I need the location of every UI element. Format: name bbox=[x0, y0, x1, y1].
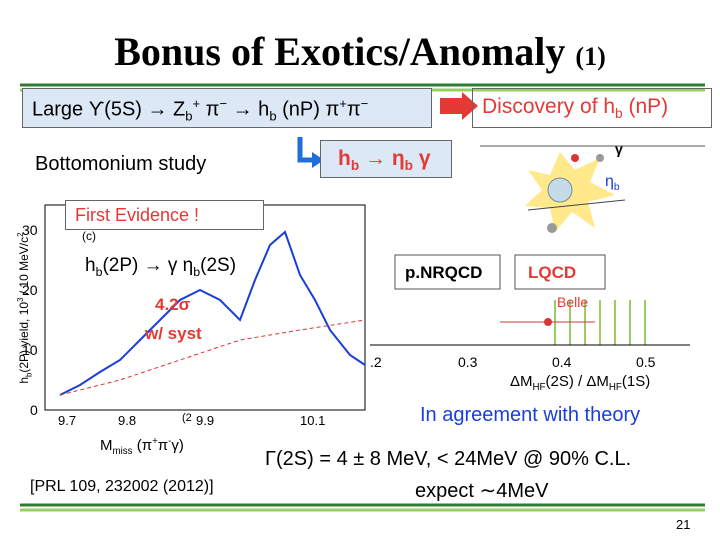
text-part: − bbox=[360, 96, 369, 111]
diagram-label: γ bbox=[615, 141, 623, 157]
x-tick-label: 9.7 bbox=[58, 413, 77, 428]
text-part: → h bbox=[227, 98, 270, 121]
label-box bbox=[394, 254, 501, 290]
text-part: b bbox=[615, 106, 623, 122]
text-part: (2P) → γ η bbox=[102, 255, 194, 276]
text-part: (2S) bbox=[200, 255, 237, 276]
track bbox=[527, 199, 626, 211]
model-label: p.NRQCD bbox=[405, 263, 483, 282]
particle bbox=[571, 154, 579, 162]
fit-curve bbox=[59, 230, 366, 396]
significance: 4.2σ bbox=[155, 295, 191, 314]
text-part: (2S) / ΔM bbox=[545, 373, 609, 390]
text-part: h bbox=[85, 255, 96, 276]
arrow bbox=[297, 137, 314, 163]
process-box bbox=[22, 88, 432, 128]
text-part: b bbox=[269, 108, 277, 124]
bottomonium: Bottomonium study bbox=[35, 153, 207, 175]
diagram-label: ηb bbox=[605, 174, 620, 194]
stray-label: (2 bbox=[182, 412, 192, 424]
x-tick-label: 0.5 bbox=[636, 354, 656, 370]
y-tick-label: 0 bbox=[30, 402, 38, 418]
expectation: expect ∼4MeV bbox=[415, 480, 549, 502]
arrow bbox=[440, 92, 478, 120]
decay: hb → ηb γ bbox=[338, 148, 431, 173]
x-tick-label: 9.8 bbox=[118, 413, 137, 428]
panel-label: (c) bbox=[82, 229, 96, 243]
text-part: b bbox=[404, 158, 414, 174]
text-part: b bbox=[613, 182, 620, 194]
text-part: b bbox=[95, 264, 103, 279]
title: Bonus of Exotics/Anomaly (1) bbox=[114, 29, 606, 74]
x-tick-label: 0.3 bbox=[458, 354, 478, 370]
label-box bbox=[514, 254, 606, 290]
text-part: π bbox=[157, 437, 169, 454]
particle bbox=[596, 154, 604, 162]
text-part: HF bbox=[532, 382, 546, 393]
text-part: (π bbox=[132, 437, 153, 454]
x-tick-label: 9.9 bbox=[196, 413, 215, 428]
x-axis-label: ΔMHF(2S) / ΔMHF(1S) bbox=[510, 374, 650, 393]
process: Large ϒ(5S) → Zb+ π− → hb (nP) π+π− bbox=[32, 97, 368, 123]
text-part: Large ϒ(5S) → Z bbox=[32, 98, 186, 121]
text-part: + bbox=[152, 436, 158, 447]
measurement bbox=[544, 318, 552, 326]
experiment-label: Belle bbox=[557, 294, 589, 310]
text-part: h bbox=[338, 147, 351, 170]
x-tick-label: 0.4 bbox=[552, 354, 572, 370]
text-part: (2P) yield, 10 bbox=[16, 301, 31, 373]
text-part: - bbox=[168, 436, 172, 447]
text-part: b bbox=[350, 158, 360, 174]
text-part: b bbox=[185, 108, 193, 124]
text-part: ΔM bbox=[510, 373, 533, 390]
y-tick-label: 10 bbox=[22, 342, 38, 358]
text-part: − bbox=[219, 96, 228, 111]
page-number: 21 bbox=[676, 517, 691, 532]
y-tick-label: 20 bbox=[22, 282, 38, 298]
plot-process: hb(2P) → γ ηb(2S) bbox=[85, 256, 236, 278]
text-part: Discovery of h bbox=[482, 95, 616, 118]
text-part: + bbox=[339, 96, 347, 111]
text-part: HF bbox=[608, 382, 622, 393]
discovery: Discovery of hb (nP) bbox=[482, 96, 668, 121]
text-part: → η bbox=[359, 147, 405, 170]
model-label: LQCD bbox=[528, 263, 577, 282]
particle bbox=[547, 223, 557, 233]
x-tick-label: 10.1 bbox=[300, 413, 326, 428]
x-axis-label: Mmiss (π+π-γ) bbox=[100, 437, 184, 457]
text-part: γ) bbox=[171, 437, 184, 454]
text-part: π bbox=[200, 98, 220, 121]
evidence: First Evidence ! bbox=[75, 205, 200, 225]
x-tick-label: .2 bbox=[370, 354, 382, 370]
text-part: (1S) bbox=[621, 373, 651, 390]
text-part: b bbox=[193, 264, 201, 279]
text-part: (nP) bbox=[622, 95, 669, 118]
text-part: γ bbox=[413, 147, 431, 170]
text-part: b bbox=[24, 372, 34, 377]
text-part: miss bbox=[112, 446, 133, 457]
particle bbox=[547, 177, 573, 203]
y-tick-label: 30 bbox=[22, 222, 38, 238]
text-part: M bbox=[100, 437, 113, 454]
text-part: (nP) π bbox=[276, 98, 340, 121]
agreement: In agreement with theory bbox=[420, 404, 641, 426]
significance-note: w/ syst bbox=[145, 324, 202, 343]
arrow bbox=[312, 152, 324, 168]
decay-box bbox=[320, 140, 452, 178]
text-part: + bbox=[192, 96, 201, 111]
text-part: π bbox=[346, 98, 361, 121]
text-part: h bbox=[16, 376, 31, 384]
discovery-box bbox=[472, 88, 712, 128]
reference: [PRL 109, 232002 (2012)] bbox=[30, 478, 214, 495]
evidence-box bbox=[65, 200, 264, 230]
text-part: η bbox=[605, 173, 614, 190]
background-curve bbox=[59, 319, 366, 396]
width-result: Γ(2S) = 4 ± 8 MeV, < 24MeV @ 90% C.L. bbox=[265, 448, 632, 470]
text-part: 3 bbox=[15, 297, 25, 302]
